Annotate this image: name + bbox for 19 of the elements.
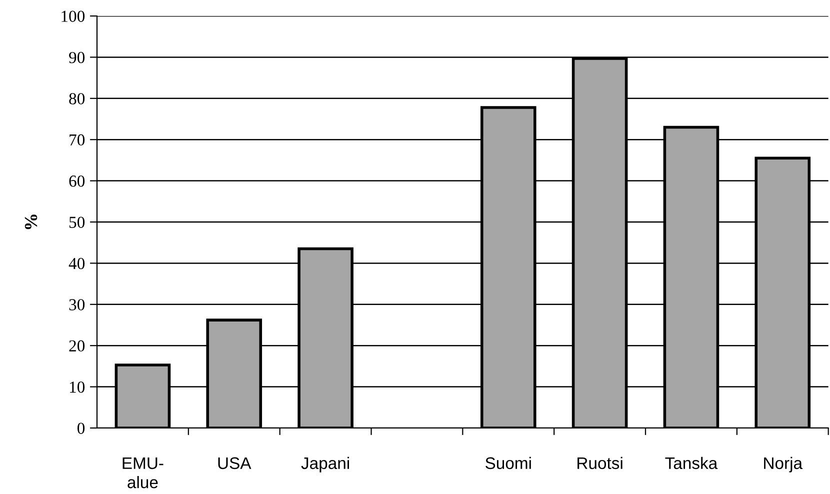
y-tick-label: 0 <box>77 422 85 434</box>
y-tick-label: 30 <box>69 299 85 310</box>
y-tick-label: 70 <box>70 134 85 146</box>
y-tick-label: 10 <box>70 382 85 393</box>
x-tick-label: Norja <box>764 456 803 472</box>
y-tick-label: 90 <box>69 52 85 64</box>
y-tick-label: 40 <box>68 258 85 270</box>
x-tick-label: Ruotsi <box>578 456 622 470</box>
x-tick-label: Tanska <box>665 456 718 470</box>
x-tick-label: Suomi <box>486 456 531 470</box>
y-tick-label: 60 <box>69 176 85 187</box>
x-tick-label: Japani <box>301 456 349 472</box>
y-tick-label: 100 <box>62 10 85 22</box>
x-tick-label: EMU- alue <box>122 457 164 488</box>
y-tick-label: 50 <box>69 216 85 228</box>
y-tick-label: 80 <box>69 93 85 104</box>
y-tick-label: 20 <box>69 340 85 352</box>
y-axis-title: % <box>24 214 38 230</box>
x-tick-label: USA <box>218 457 252 470</box>
